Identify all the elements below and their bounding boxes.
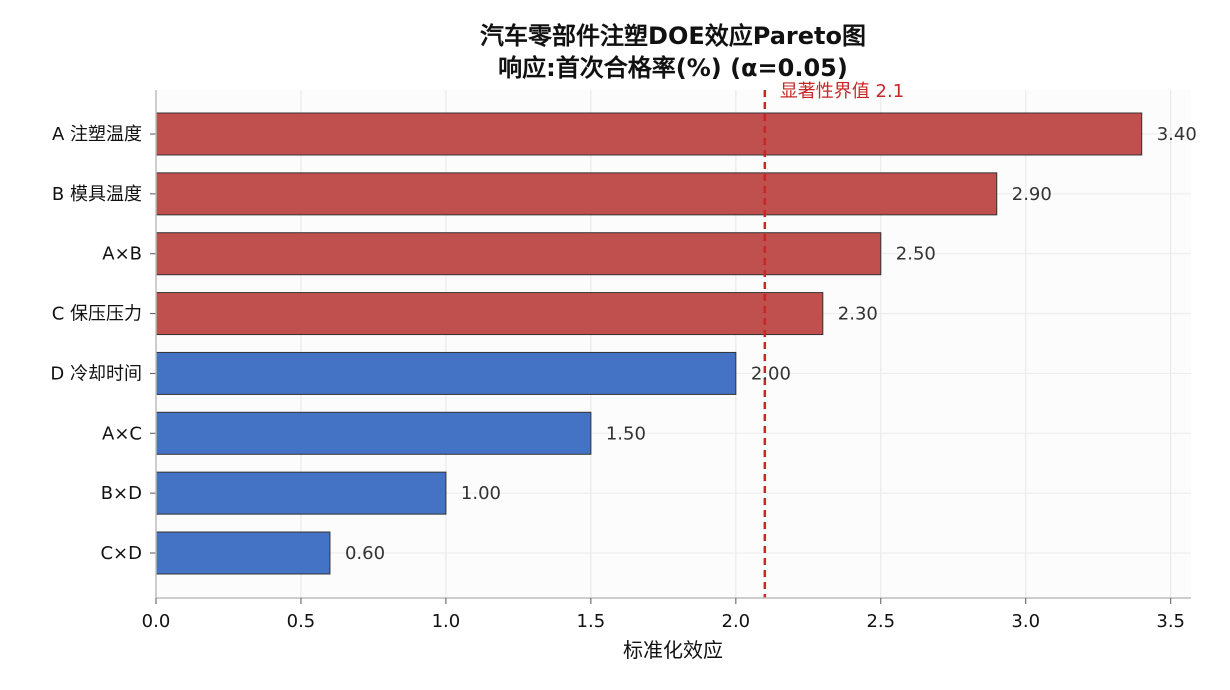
labels-layer: 3.40 A 注塑温度 2.90 B 模具温度 2.50 A×B 2.30 C 保压压力 2.0…	[50, 124, 1196, 632]
y-tick-label: B 模具温度	[52, 184, 142, 205]
x-tick-label: 1.0	[432, 611, 461, 632]
bar-5	[155, 351, 737, 395]
y-tick-label: C 保压压力	[52, 304, 142, 325]
y-tick-label: A×C	[102, 423, 142, 444]
x-tick-label: 0.5	[287, 611, 316, 632]
x-tick-label: 0.0	[142, 611, 171, 632]
bar-6	[155, 411, 592, 455]
y-tick-label: C×D	[100, 543, 142, 564]
x-tick-label: 1.5	[577, 611, 606, 632]
value-label: 2.50	[896, 244, 936, 265]
axes-layer	[150, 90, 1191, 604]
value-label: 0.60	[345, 543, 385, 564]
value-label: 2.00	[751, 363, 791, 384]
plot-background	[156, 90, 1191, 598]
x-tick-label: 3.0	[1011, 611, 1040, 632]
y-tick-label: B×D	[101, 483, 142, 504]
threshold-layer: 显著性界值 2.1	[763, 81, 904, 598]
bar-8	[155, 531, 331, 575]
bar-1	[155, 112, 1143, 156]
x-axis-label: 标准化效应	[623, 638, 723, 662]
chart-subtitle: 响应:首次合格率(%) (α=0.05)	[498, 54, 848, 82]
value-label: 2.30	[838, 304, 878, 325]
value-label: 1.50	[606, 423, 646, 444]
threshold-label: 显著性界值 2.1	[780, 81, 904, 102]
y-tick-label: A 注塑温度	[52, 124, 142, 145]
x-tick-label: 2.5	[866, 611, 895, 632]
value-label: 1.00	[461, 483, 501, 504]
chart-title: 汽车零部件注塑DOE效应Pareto图	[480, 22, 866, 50]
x-tick-label: 2.0	[722, 611, 751, 632]
bar-2	[155, 172, 998, 216]
y-tick-label: D 冷却时间	[50, 363, 142, 384]
value-label: 3.40	[1157, 124, 1197, 145]
x-tick-label: 3.5	[1156, 611, 1185, 632]
bar-7	[155, 471, 447, 515]
y-tick-label: A×B	[102, 244, 142, 265]
value-label: 2.90	[1012, 184, 1052, 205]
bar-4	[155, 292, 824, 336]
bars-layer	[155, 112, 1143, 575]
bar-3	[155, 232, 882, 276]
